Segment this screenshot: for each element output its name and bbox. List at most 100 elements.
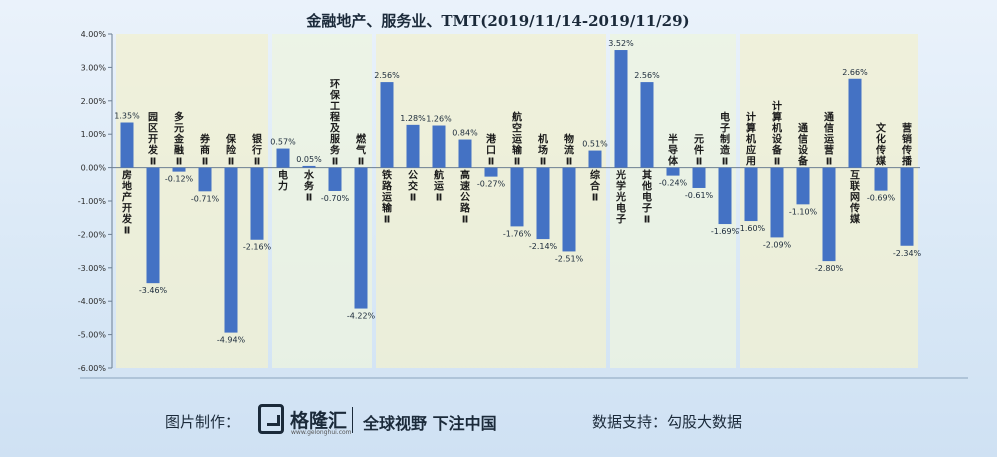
data-label: -0.71% xyxy=(191,194,220,203)
bar xyxy=(510,167,524,227)
data-label: -1.76% xyxy=(503,229,532,238)
category-label: 通信设备 xyxy=(797,123,809,168)
bar xyxy=(588,150,602,168)
bar xyxy=(484,167,498,177)
category-label: 光学光电子 xyxy=(615,169,626,226)
bar xyxy=(666,167,680,176)
logo-name: 格隆汇 xyxy=(290,410,348,432)
data-label: 1.35% xyxy=(114,112,140,121)
bar xyxy=(562,167,576,252)
bar xyxy=(172,167,186,172)
data-label: -0.61% xyxy=(685,191,714,200)
bar xyxy=(198,167,212,192)
category-label: 保险 Ⅱ xyxy=(225,133,237,168)
category-label: 银行 Ⅱ xyxy=(251,133,263,168)
logo-url: www.gelonghui.com xyxy=(291,429,352,436)
category-label: 电子制造 Ⅱ xyxy=(720,111,731,168)
bar xyxy=(276,148,290,168)
data-label: -2.80% xyxy=(815,264,844,273)
category-label: 电力 xyxy=(278,169,288,193)
bar xyxy=(458,139,472,168)
footer: 图片制作： 格隆汇 www.gelonghui.com 全球视野 下注中国 数据… xyxy=(0,385,997,457)
group-band xyxy=(116,34,268,368)
bar xyxy=(354,167,368,309)
category-label: 物流 Ⅱ xyxy=(564,133,574,168)
category-label: 公交 Ⅱ xyxy=(408,170,418,204)
bar xyxy=(874,167,888,191)
data-label: -4.94% xyxy=(217,336,246,345)
category-label: 机场 Ⅱ xyxy=(538,133,548,168)
bar xyxy=(250,167,264,240)
data-label: -0.69% xyxy=(867,194,896,203)
data-label: 2.66% xyxy=(842,68,868,77)
bar xyxy=(770,167,784,238)
bar xyxy=(848,78,862,168)
category-label: 营销传播 xyxy=(901,122,913,168)
data-label: -4.22% xyxy=(347,312,376,321)
category-label: 券商 Ⅱ xyxy=(199,133,211,168)
category-label: 其他电子 Ⅱ xyxy=(641,169,652,226)
y-tick-label: -5.00% xyxy=(78,331,107,340)
category-label: 水务 Ⅱ xyxy=(303,169,315,204)
data-label: -2.16% xyxy=(243,243,272,252)
bar xyxy=(380,82,394,168)
category-label: 环保工程及服务 Ⅱ xyxy=(329,79,341,168)
y-tick-label: -2.00% xyxy=(78,230,107,239)
bar xyxy=(328,167,342,191)
category-label: 航空运输 Ⅱ xyxy=(512,111,523,168)
y-tick-label: 1.00% xyxy=(81,130,107,139)
y-tick-label: -3.00% xyxy=(78,264,107,273)
y-tick-label: 3.00% xyxy=(81,63,107,72)
bar xyxy=(146,167,160,284)
category-label: 铁路运输 Ⅱ xyxy=(382,169,393,226)
bar xyxy=(614,50,628,168)
gelonghui-logo-icon xyxy=(258,404,284,434)
data-label: -1.10% xyxy=(789,207,818,216)
category-label: 航运 Ⅱ xyxy=(434,169,444,204)
bar xyxy=(900,167,914,246)
category-label: 港口 Ⅱ xyxy=(486,133,497,168)
y-tick-label: -1.00% xyxy=(78,197,107,206)
category-label: 计算机应用 xyxy=(745,111,756,168)
slogan: 全球视野 下注中国 xyxy=(363,414,497,433)
data-label: -1.69% xyxy=(711,227,740,236)
category-label: 计算机设备 Ⅱ xyxy=(771,100,783,168)
bar xyxy=(536,167,550,240)
category-label: 高速公路 Ⅱ xyxy=(460,169,471,226)
category-label: 综合 Ⅱ xyxy=(589,169,601,204)
category-label: 房地产开发 Ⅱ xyxy=(121,169,133,237)
category-label: 多元金融 Ⅱ xyxy=(173,111,185,168)
y-tick-label: 2.00% xyxy=(81,97,107,106)
bar xyxy=(692,167,706,188)
category-label: 通信运营 Ⅱ xyxy=(824,112,834,168)
bar xyxy=(120,122,134,168)
data-label: 2.56% xyxy=(374,71,400,80)
data-label: 0.05% xyxy=(296,155,322,164)
data-label: -2.09% xyxy=(763,240,792,249)
credit-label: 图片制作： xyxy=(165,413,241,431)
bar xyxy=(718,167,732,225)
category-label: 园区开发 Ⅱ xyxy=(147,112,159,168)
y-tick-label: 4.00% xyxy=(81,30,107,39)
data-label: 2.56% xyxy=(634,71,660,80)
category-label: 互联网传媒 xyxy=(849,170,861,226)
category-label: 元件 Ⅱ xyxy=(694,134,704,168)
data-label: -2.34% xyxy=(893,249,922,258)
bar xyxy=(744,167,758,222)
data-label: -1.60% xyxy=(737,224,766,233)
data-label: -2.14% xyxy=(529,242,558,251)
bar xyxy=(640,82,654,168)
y-tick-label: -6.00% xyxy=(78,364,107,373)
category-labels: 房地产开发 Ⅱ 园区开发 Ⅱ 多元金融 Ⅱ 券商 Ⅱ 保险 Ⅱ 银行 Ⅱ 电力 水务 Ⅱ 环保工程及服务 Ⅱ 燃气… xyxy=(121,79,913,237)
data-label: 1.28% xyxy=(400,114,426,123)
data-label: -0.24% xyxy=(659,179,688,188)
data-label: 1.26% xyxy=(426,115,452,124)
bars xyxy=(120,50,914,333)
bar xyxy=(822,167,836,262)
chart-title: 金融地产、服务业、TMT(2019/11/14-2019/11/29) xyxy=(305,12,689,30)
data-labels: 1.35% -3.46% -0.12% -0.71% -4.94% -2.16% 0.57%… xyxy=(114,39,921,345)
data-label: 0.84% xyxy=(452,129,478,138)
data-label: -0.27% xyxy=(477,180,506,189)
data-support: 数据支持：勾股大数据 xyxy=(592,413,743,431)
data-label: -0.12% xyxy=(165,175,194,184)
